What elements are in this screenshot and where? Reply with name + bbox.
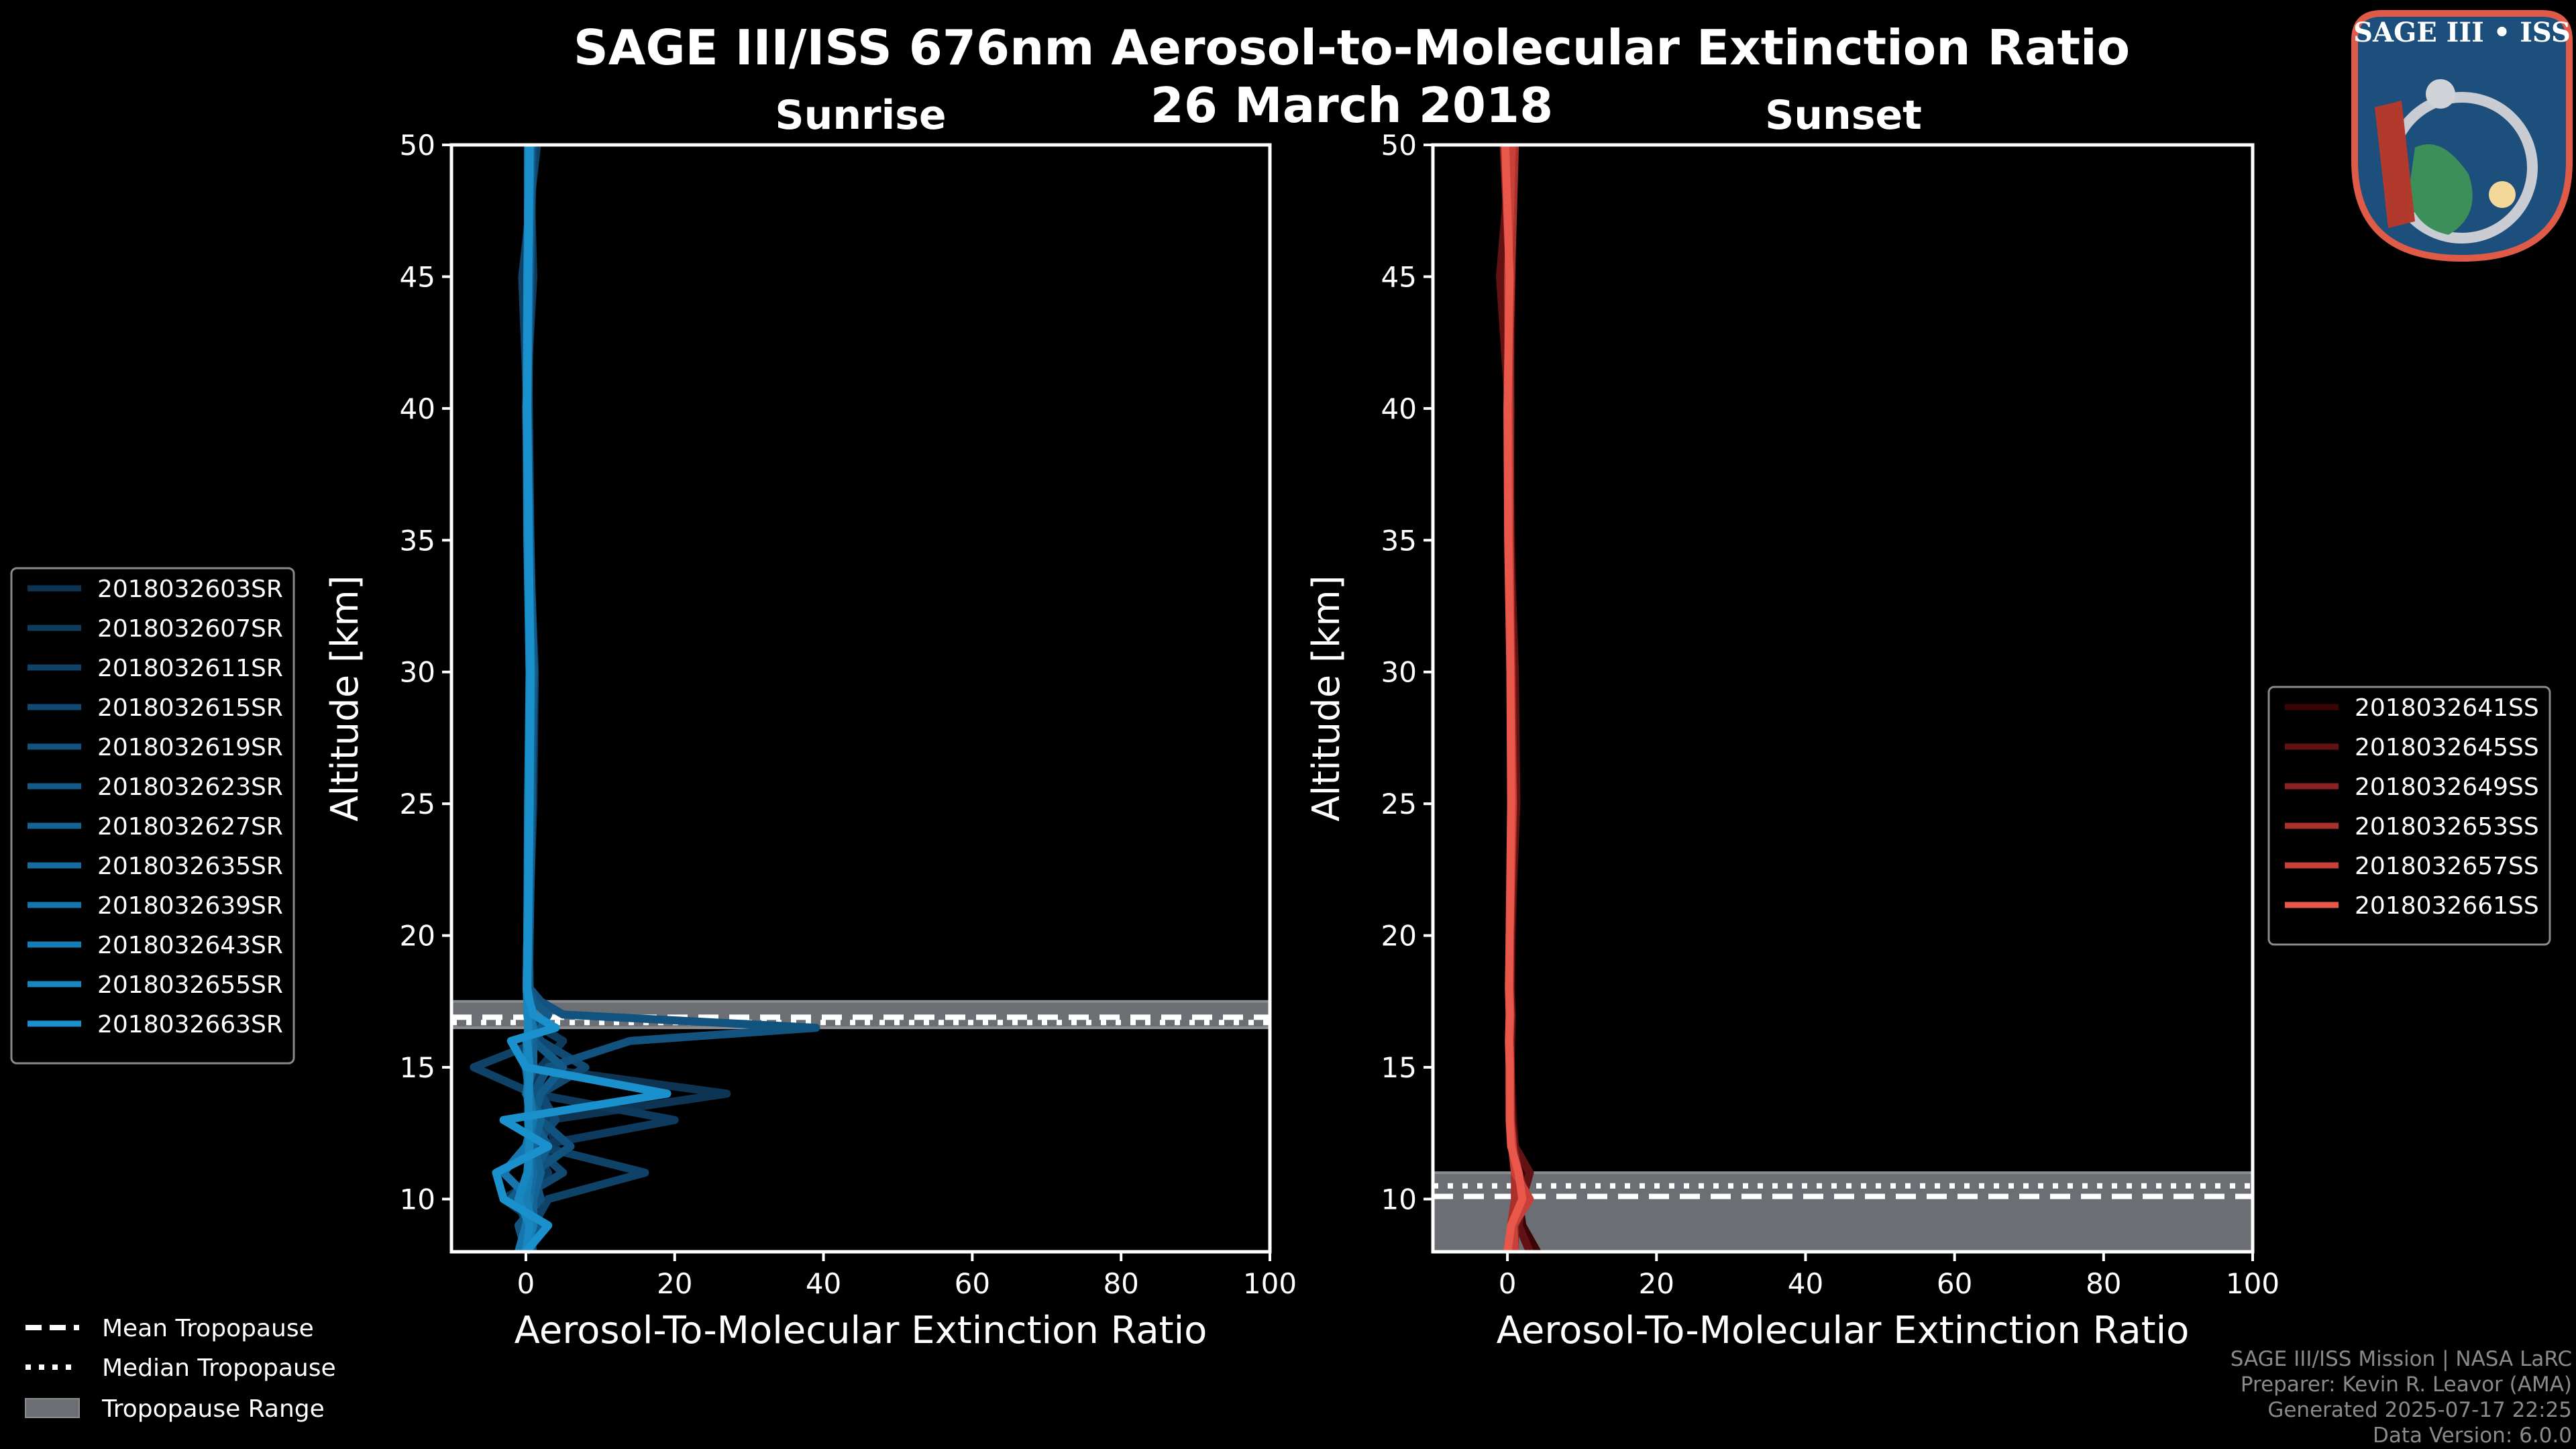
y-tick-label: 45: [1381, 260, 1417, 293]
x-tick-label: 40: [1788, 1267, 1823, 1300]
tropopause-range-label: Tropopause Range: [101, 1395, 325, 1423]
y-tick-label: 15: [400, 1051, 435, 1084]
legend-label: 2018032663SR: [97, 1011, 283, 1038]
x-tick-label: 0: [517, 1267, 535, 1300]
legend-label: 2018032649SS: [2355, 773, 2539, 801]
legend-label: 2018032635SR: [97, 853, 283, 880]
plot-frame: [1431, 143, 2255, 1254]
legend-box: [10, 567, 295, 1065]
x-tick-label: 60: [1937, 1267, 1972, 1300]
series-line-2018032661SS: [1501, 144, 1527, 1252]
figure-date: 26 March 2018: [1150, 77, 1553, 133]
plot-area: [1433, 145, 2253, 1252]
y-tick-label: 10: [400, 1183, 435, 1216]
y-tick-label: 25: [400, 788, 435, 820]
tropopause-range-swatch: [25, 1398, 80, 1418]
y-axis-label: Altitude [km]: [1305, 575, 1348, 821]
y-tick-label: 45: [400, 260, 435, 293]
x-tick-label: 60: [955, 1267, 990, 1300]
legend-label: 2018032661SS: [2355, 892, 2539, 920]
y-tick-label: 40: [400, 392, 435, 425]
y-tick-label: 20: [400, 920, 435, 953]
legend-label: 2018032657SS: [2355, 853, 2539, 880]
x-tick-label: 80: [2086, 1267, 2121, 1300]
legend-label: 2018032623SR: [97, 773, 283, 801]
legend-label: 2018032643SR: [97, 932, 283, 959]
tropopause-legend: Mean Tropopause Median Tropopause Tropop…: [25, 1315, 336, 1423]
logo-text: SAGE III • ISS: [2353, 17, 2571, 48]
legend-label: 2018032639SR: [97, 892, 283, 920]
legend-label: 2018032627SR: [97, 813, 283, 841]
x-axis-label: Aerosol-To-Molecular Extinction Ratio: [515, 1309, 1208, 1352]
figure-title: SAGE III/ISS 676nm Aerosol-to-Molecular …: [574, 19, 2130, 76]
panel-title: Sunrise: [775, 92, 946, 139]
y-tick-label: 40: [1381, 392, 1417, 425]
footer-preparer: Preparer: Kevin R. Leavor (AMA): [2241, 1373, 2572, 1397]
y-tick-label: 35: [1381, 524, 1417, 557]
y-tick-label: 30: [400, 656, 435, 689]
plot-frame: [449, 143, 1272, 1254]
legend-label: 2018032645SS: [2355, 734, 2539, 761]
y-axis-label: Altitude [km]: [323, 575, 367, 821]
x-tick-label: 0: [1499, 1267, 1517, 1300]
y-tick-label: 30: [1381, 656, 1417, 689]
x-tick-label: 80: [1103, 1267, 1138, 1300]
legend-label: 2018032653SS: [2355, 813, 2539, 841]
x-axis-label: Aerosol-To-Molecular Extinction Ratio: [1497, 1309, 2190, 1352]
legend-label: 2018032655SR: [97, 971, 283, 999]
legend-label: 2018032607SR: [97, 615, 283, 643]
footer-mission: SAGE III/ISS Mission | NASA LaRC: [2231, 1347, 2572, 1371]
y-tick-label: 15: [1381, 1051, 1417, 1084]
sage-iii-iss-logo: SAGE III • ISS: [2351, 10, 2573, 262]
legend-box: [2267, 686, 2551, 946]
sunrise-panel: Sunrise 0 20 40 60 80 100 10 15 20 25 30 35 40 45 50 Aer…: [10, 92, 1297, 1352]
plot-area: [451, 145, 1270, 1252]
footer-credits: SAGE III/ISS Mission | NASA LaRC Prepare…: [2231, 1347, 2572, 1448]
legend-label: 2018032603SR: [97, 576, 283, 603]
legend-label: 2018032615SR: [97, 694, 283, 722]
legend-label: 2018032619SR: [97, 734, 283, 761]
y-tick-label: 50: [1381, 129, 1417, 162]
legend-label: 2018032641SS: [2355, 694, 2539, 722]
x-tick-label: 100: [1243, 1267, 1297, 1300]
mean-tropopause-label: Mean Tropopause: [102, 1315, 314, 1342]
series-legend: 2018032641SS 2018032645SS 2018032649SS 2018…: [2267, 686, 2551, 946]
y-tick-label: 25: [1381, 788, 1417, 820]
x-tick-label: 100: [2226, 1267, 2279, 1300]
y-tick-label: 50: [400, 129, 435, 162]
y-tick-label: 10: [1381, 1183, 1417, 1216]
footer-generated: Generated 2025-07-17 22:25: [2267, 1398, 2572, 1422]
y-tick-label: 20: [1381, 920, 1417, 953]
series-legend: 2018032603SR 2018032607SR 2018032611SR 2018…: [10, 567, 295, 1065]
y-tick-label: 35: [400, 524, 435, 557]
sunset-panel: Sunset 0 20 40 60 80 100 10 15 20 25 30 35 40 45 50 Aero…: [1305, 92, 2551, 1352]
x-tick-label: 20: [1639, 1267, 1674, 1300]
median-tropopause-label: Median Tropopause: [102, 1354, 336, 1382]
x-tick-label: 20: [657, 1267, 692, 1300]
x-tick-label: 40: [806, 1267, 841, 1300]
legend-label: 2018032611SR: [97, 655, 283, 682]
footer-data-version: Data Version: 6.0.0: [2373, 1424, 2572, 1448]
series-line-2018032663SR: [492, 144, 672, 1254]
panel-title: Sunset: [1765, 92, 1922, 139]
